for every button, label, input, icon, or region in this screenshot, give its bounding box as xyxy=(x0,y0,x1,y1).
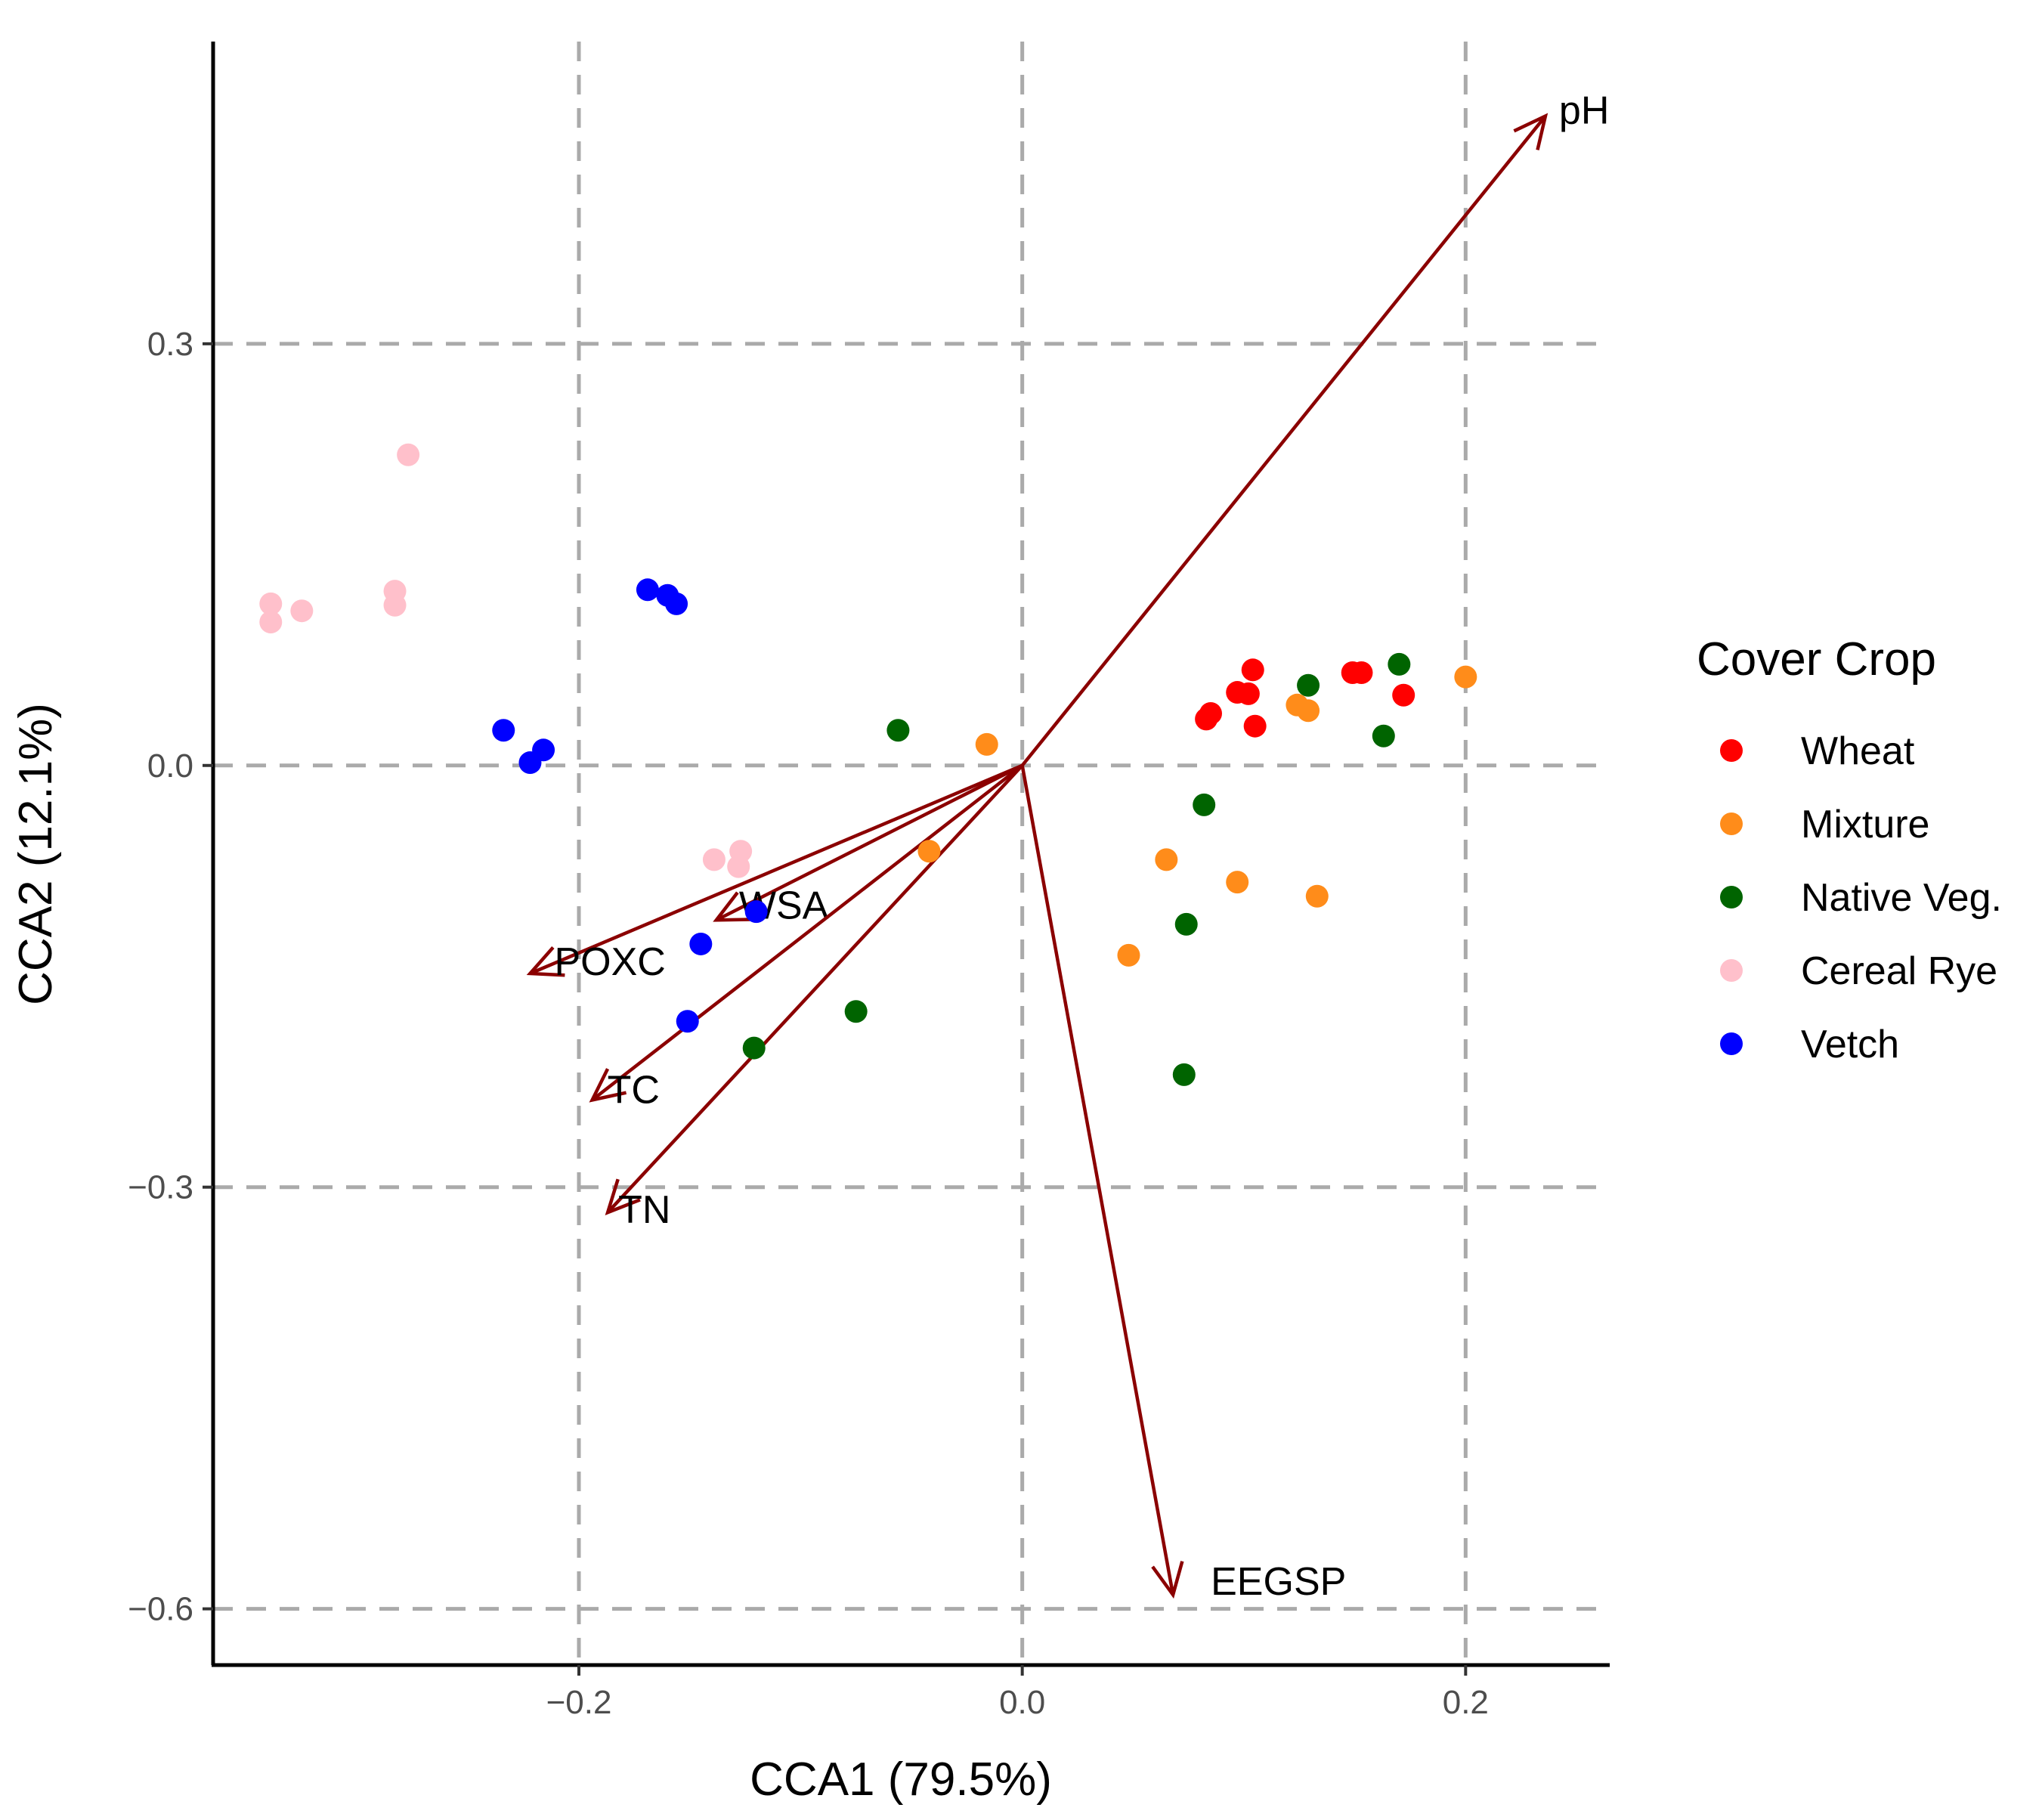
point-mixture xyxy=(1297,699,1320,723)
legend-key-cereal-rye xyxy=(1720,959,1743,982)
legend: Cover Crop Wheat Mixture Native Veg. Cereal… xyxy=(1697,633,2002,1066)
point-wheat xyxy=(1241,658,1264,682)
x-tick-label: 0.0 xyxy=(999,1684,1045,1721)
y-tick-label: −0.6 xyxy=(128,1591,193,1628)
point-native-veg xyxy=(742,1036,766,1060)
point-native-veg xyxy=(886,719,910,742)
sample-points xyxy=(259,443,1477,1086)
point-mixture xyxy=(917,840,941,863)
point-native-veg xyxy=(844,1000,868,1023)
vector-arrowhead-wsa xyxy=(713,891,751,922)
point-native-veg xyxy=(1172,1063,1196,1086)
legend-title: Cover Crop xyxy=(1697,633,1936,686)
point-cereal-rye xyxy=(259,611,283,634)
x-tick-label: −0.2 xyxy=(546,1684,612,1721)
point-wheat xyxy=(1243,714,1267,738)
point-mixture xyxy=(975,732,998,756)
legend-label-mixture: Mixture xyxy=(1801,803,1929,847)
point-native-veg xyxy=(1372,724,1395,748)
legend-label-wheat: Wheat xyxy=(1801,729,1915,773)
vector-arrowhead-ph xyxy=(1513,113,1549,150)
point-cereal-rye xyxy=(727,855,750,878)
point-mixture xyxy=(1226,871,1249,894)
point-mixture xyxy=(1305,884,1329,908)
point-native-veg xyxy=(1297,673,1320,697)
vector-line-wsa xyxy=(715,763,1023,922)
vector-label-eegsp: EEGSP xyxy=(1211,1560,1346,1604)
grid-lines xyxy=(213,42,1610,1665)
x-tick-label: 0.2 xyxy=(1443,1684,1489,1721)
vector-line-tn xyxy=(606,764,1024,1214)
y-axis-title: CCA2 (12.1%) xyxy=(10,703,62,1005)
vector-line-poxc xyxy=(529,763,1023,976)
legend-label-native-veg: Native Veg. xyxy=(1801,876,2002,920)
legend-label-vetch: Vetch xyxy=(1801,1023,1899,1066)
point-mixture xyxy=(1454,665,1477,689)
point-cereal-rye xyxy=(290,599,314,623)
legend-key-native-veg xyxy=(1720,886,1743,908)
vector-line-eegsp xyxy=(1020,765,1175,1596)
point-wheat xyxy=(1236,682,1260,705)
point-wheat xyxy=(1350,661,1373,685)
vector-label-ph: pH xyxy=(1559,89,1609,133)
point-cereal-rye xyxy=(702,848,726,871)
vector-arrowhead-tc xyxy=(589,1068,627,1103)
point-wheat xyxy=(1392,683,1415,707)
point-cereal-rye xyxy=(259,592,283,615)
vector-label-tc: TC xyxy=(608,1068,660,1112)
point-cereal-rye xyxy=(383,593,407,617)
legend-key-wheat xyxy=(1720,739,1743,762)
y-tick-label: 0.0 xyxy=(147,748,193,785)
axes xyxy=(211,42,1610,1667)
point-vetch xyxy=(665,592,688,615)
point-vetch xyxy=(492,719,515,742)
legend-key-vetch xyxy=(1720,1032,1743,1055)
point-vetch xyxy=(676,1010,699,1033)
point-vetch xyxy=(532,738,555,762)
y-tick-label: 0.3 xyxy=(147,326,193,363)
vector-line-tc xyxy=(591,763,1024,1102)
vector-arrowhead-tn xyxy=(605,1178,641,1215)
legend-label-cereal-rye: Cereal Rye xyxy=(1801,949,1997,993)
point-cereal-rye xyxy=(397,443,420,466)
point-wheat xyxy=(1199,701,1222,725)
vector-label-tn: TN xyxy=(618,1188,670,1232)
legend-key-mixture xyxy=(1720,812,1743,835)
point-vetch xyxy=(689,932,713,955)
vector-line-ph xyxy=(1020,115,1547,767)
x-axis-title: CCA1 (79.5%) xyxy=(750,1753,1052,1806)
axis-ticks: −0.2 0.0 0.2 0.3 0.0 −0.3 −0.6 xyxy=(128,326,1489,1721)
vector-arrowhead-poxc xyxy=(526,946,565,977)
point-native-veg xyxy=(1174,912,1198,936)
point-vetch xyxy=(744,900,768,924)
legend-items: Wheat Mixture Native Veg. Cereal Rye Vetch xyxy=(1720,729,2002,1066)
y-tick-label: −0.3 xyxy=(128,1169,193,1206)
point-native-veg xyxy=(1193,793,1216,816)
point-mixture xyxy=(1117,943,1140,967)
point-mixture xyxy=(1155,848,1178,871)
point-native-veg xyxy=(1388,652,1411,676)
vector-label-poxc: POXC xyxy=(554,940,665,984)
point-vetch xyxy=(636,578,659,602)
vector-arrowhead-eegsp xyxy=(1151,1561,1184,1599)
